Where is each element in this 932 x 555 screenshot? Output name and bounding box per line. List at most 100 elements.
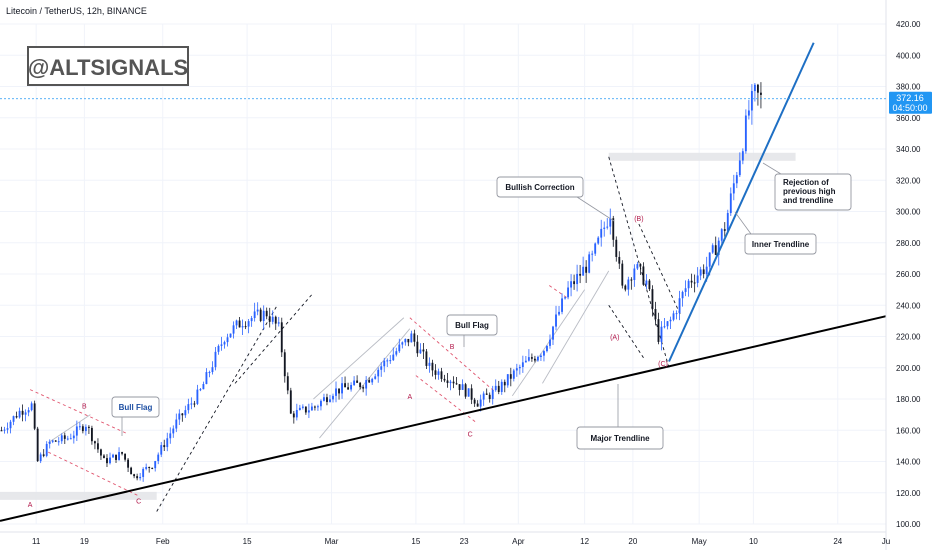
candle-body	[45, 443, 48, 456]
candle-body	[738, 160, 741, 176]
y-tick-label: 420.00	[896, 20, 921, 29]
wave-label: A	[28, 502, 33, 509]
candle-body	[413, 333, 416, 342]
candle-body	[295, 410, 298, 418]
candle-body	[729, 193, 732, 214]
candle-body	[280, 322, 283, 353]
candle-body	[455, 383, 458, 385]
x-tick-label: 15	[411, 537, 420, 546]
candle-body	[546, 345, 548, 352]
candle-body	[699, 269, 702, 276]
candle-body	[708, 252, 711, 267]
candle-body	[675, 313, 678, 315]
candle-body	[392, 354, 395, 361]
candle-body	[717, 240, 720, 255]
candle-body	[69, 438, 72, 440]
callout[interactable]: Rejection of previous high and trendline	[762, 162, 852, 211]
pattern-guide-line	[542, 270, 610, 384]
candle-body	[292, 413, 295, 418]
candle-body	[90, 427, 93, 442]
candle-body	[380, 366, 383, 370]
y-tick-label: 100.00	[896, 520, 921, 529]
candle-body	[75, 426, 78, 436]
candle-body	[307, 410, 310, 413]
candle-body	[570, 281, 573, 288]
pattern-guide-line	[511, 289, 586, 397]
candle-body	[169, 433, 172, 439]
candle-body	[422, 349, 425, 352]
candle-body	[672, 313, 675, 320]
callout[interactable]: Major Trendline	[576, 384, 664, 450]
candle-body	[720, 229, 723, 241]
inner-trendline[interactable]	[668, 42, 815, 362]
candle-body	[521, 362, 524, 367]
candle-body	[341, 383, 343, 394]
candle-body	[597, 237, 600, 244]
candle-body	[320, 400, 322, 407]
candle-body	[756, 84, 759, 93]
candle-body	[223, 342, 226, 345]
candle-body	[633, 268, 636, 280]
candle-body	[160, 445, 163, 455]
candle-body	[524, 360, 527, 363]
candle-body	[440, 371, 443, 379]
candle-body	[467, 388, 470, 397]
support-zones	[0, 152, 796, 500]
candle-body	[265, 310, 268, 317]
candle-body	[9, 421, 12, 429]
callout[interactable]: Bullish Correction	[496, 176, 615, 222]
y-tick-label: 180.00	[896, 395, 921, 404]
x-tick-label: 23	[460, 537, 469, 546]
candle-body	[582, 266, 585, 276]
candle-body	[461, 384, 464, 390]
callout-box	[446, 314, 498, 336]
candle-body	[193, 403, 196, 405]
candle-body	[503, 381, 506, 386]
candle-body	[250, 318, 253, 322]
pattern-guides	[29, 156, 682, 512]
candle-body	[443, 378, 446, 381]
candle-body	[612, 218, 615, 240]
candle-body	[127, 459, 130, 468]
candle-body	[100, 449, 102, 456]
candle-body	[190, 403, 193, 405]
pattern-guide-line	[313, 317, 405, 400]
candle-body	[518, 366, 521, 369]
y-tick-label: 220.00	[896, 333, 921, 342]
candle-body	[21, 410, 24, 415]
candle-body	[509, 374, 512, 379]
callout[interactable]: Bull Flag	[446, 314, 498, 347]
candle-body	[431, 362, 434, 371]
candle-body	[374, 376, 377, 379]
candle-body	[552, 326, 554, 340]
candle-body	[181, 413, 184, 416]
pattern-guide-line	[47, 414, 91, 444]
candle-body	[130, 467, 133, 475]
candle-body	[262, 310, 265, 321]
y-tick-label: 320.00	[896, 176, 921, 185]
candle-body	[18, 410, 21, 418]
pattern-guide-line	[234, 292, 314, 384]
wave-label: A	[408, 394, 413, 401]
callout[interactable]: Bull Flag	[111, 396, 160, 436]
candle-body	[753, 84, 756, 92]
candle-body	[133, 474, 136, 477]
candle-body	[187, 404, 190, 411]
y-tick-label: 280.00	[896, 239, 921, 248]
x-tick-label: 10	[749, 537, 758, 546]
candle-body	[579, 273, 582, 276]
candle-body	[506, 374, 509, 386]
candle-body	[145, 466, 148, 469]
candle-body	[256, 309, 259, 312]
callout[interactable]: Inner Trendline	[734, 211, 817, 255]
candle-body	[238, 320, 241, 328]
candle-body	[714, 245, 717, 255]
y-tick-label: 240.00	[896, 301, 921, 310]
candle-body	[561, 298, 563, 312]
candle-body	[377, 369, 380, 377]
pattern-guide-line	[415, 375, 477, 423]
candle-body	[470, 388, 473, 400]
pattern-guide-line	[156, 305, 278, 512]
major-trendline[interactable]	[0, 315, 887, 522]
